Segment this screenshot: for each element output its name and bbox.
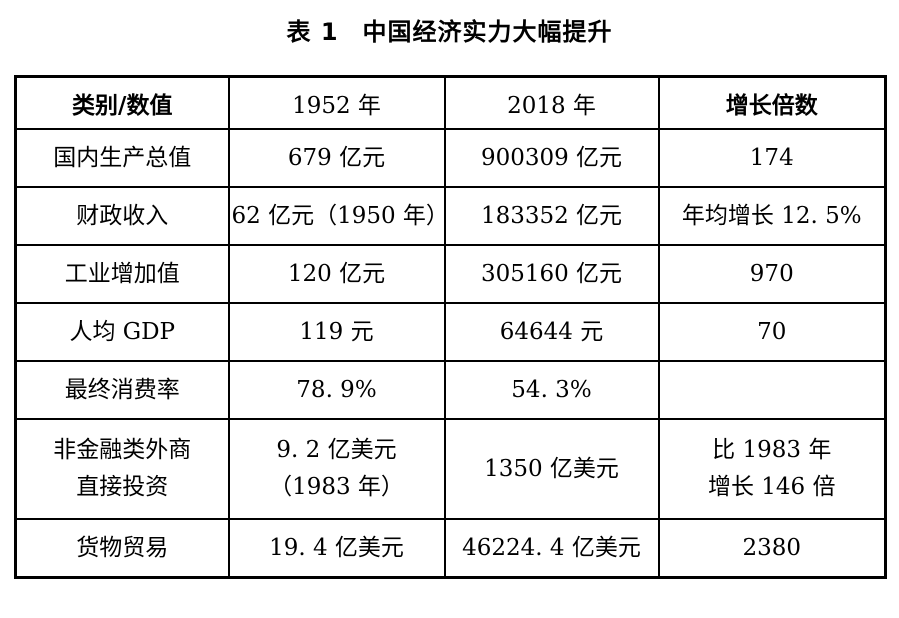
cell-line: 54. 3% — [511, 376, 592, 403]
value-2018: 183352 亿元 — [443, 186, 660, 246]
value-2018: 1350 亿美元 — [443, 418, 660, 520]
cell-line: 183352 亿元 — [480, 202, 623, 229]
cell-line: 非金融类外商 — [53, 437, 192, 463]
growth-multiple: 比 1983 年 增长 146 倍 — [657, 418, 887, 520]
cell-line: 64644 元 — [499, 318, 604, 345]
cell-line: 174 — [749, 144, 794, 171]
value-2018: 54. 3% — [443, 360, 660, 420]
cell-line: 直接投资 — [76, 474, 169, 500]
cell-line: 年均增长 12. 5% — [681, 202, 862, 229]
value-1952: 119 元 — [227, 302, 446, 362]
row-label: 货物贸易 — [14, 518, 230, 579]
row-label: 人均 GDP — [14, 302, 230, 362]
cell-line: 679 亿元 — [287, 144, 386, 171]
column-header-growth: 增长倍数 — [657, 75, 887, 130]
cell-line: 1350 亿美元 — [484, 455, 619, 482]
cell-line: 比 1983 年 — [712, 437, 832, 463]
column-header-2018: 2018 年 — [443, 75, 660, 130]
table-row-foreign-direct-investment: 非金融类外商 直接投资 9. 2 亿美元 （1983 年） 1350 亿美元 比… — [14, 418, 887, 520]
cell-line: 70 — [757, 318, 787, 345]
cell-line: 900309 亿元 — [480, 144, 623, 171]
row-label: 非金融类外商 直接投资 — [14, 418, 230, 520]
growth-multiple: 70 — [657, 302, 887, 362]
table-caption: 表 1 中国经济实力大幅提升 — [0, 12, 899, 47]
cell-line: 305160 亿元 — [480, 260, 623, 287]
cell-line: 增长 146 倍 — [707, 474, 836, 500]
column-header-1952: 1952 年 — [227, 75, 446, 130]
value-2018: 305160 亿元 — [443, 244, 660, 304]
table-row-final-consumption-rate: 最终消费率 78. 9% 54. 3% — [14, 360, 887, 420]
column-header-category: 类别/数值 — [14, 75, 230, 130]
growth-multiple: 2380 — [657, 518, 887, 579]
value-2018: 64644 元 — [443, 302, 660, 362]
cell-line: 46224. 4 亿美元 — [462, 534, 641, 561]
growth-multiple: 年均增长 12. 5% — [657, 186, 887, 246]
cell-line: 119 元 — [299, 318, 374, 345]
value-2018: 900309 亿元 — [443, 128, 660, 188]
header-row: 类别/数值 1952 年 2018 年 增长倍数 — [14, 75, 887, 130]
cell-line: 78. 9% — [296, 376, 377, 403]
table-number: 表 1 — [286, 18, 339, 46]
value-1952: 78. 9% — [227, 360, 446, 420]
cell-line: 2380 — [742, 534, 802, 561]
row-label: 最终消费率 — [14, 360, 230, 420]
cell-line: 财政收入 — [76, 202, 169, 229]
cell-line: 120 亿元 — [287, 260, 386, 287]
table-row-goods-trade: 货物贸易 19. 4 亿美元 46224. 4 亿美元 2380 — [14, 518, 887, 579]
value-1952: 679 亿元 — [227, 128, 446, 188]
cell-line: 货物贸易 — [76, 534, 169, 561]
cell-line: 9. 2 亿美元 — [276, 437, 397, 463]
economy-table: 类别/数值 1952 年 2018 年 增长倍数 国内生产总值 679 亿元 9… — [14, 75, 887, 579]
cell-line: （1983 年） — [269, 474, 404, 500]
cell-line: 19. 4 亿美元 — [269, 534, 404, 561]
cell-line: 国内生产总值 — [53, 144, 192, 171]
page-title: 中国经济实力大幅提升 — [362, 18, 613, 46]
growth-multiple-empty — [657, 360, 887, 420]
table-row-gdp: 国内生产总值 679 亿元 900309 亿元 174 — [14, 128, 887, 188]
growth-multiple: 174 — [657, 128, 887, 188]
table-row-fiscal-revenue: 财政收入 62 亿元（1950 年） 183352 亿元 年均增长 12. 5% — [14, 186, 887, 246]
cell-line: 最终消费率 — [64, 376, 180, 403]
row-label: 工业增加值 — [14, 244, 230, 304]
row-label: 国内生产总值 — [14, 128, 230, 188]
cell-line: 62 亿元（1950 年） — [231, 202, 445, 229]
growth-multiple: 970 — [657, 244, 887, 304]
cell-line: 970 — [749, 260, 794, 287]
row-label: 财政收入 — [14, 186, 230, 246]
value-1952: 9. 2 亿美元 （1983 年） — [227, 418, 446, 520]
value-2018: 46224. 4 亿美元 — [443, 518, 660, 579]
value-1952: 19. 4 亿美元 — [227, 518, 446, 579]
value-1952: 120 亿元 — [227, 244, 446, 304]
cell-line: 人均 GDP — [69, 318, 176, 345]
table-row-industrial-added-value: 工业增加值 120 亿元 305160 亿元 970 — [14, 244, 887, 304]
value-1952: 62 亿元（1950 年） — [227, 186, 446, 246]
table-row-per-capita-gdp: 人均 GDP 119 元 64644 元 70 — [14, 302, 887, 362]
cell-line: 工业增加值 — [64, 260, 180, 287]
